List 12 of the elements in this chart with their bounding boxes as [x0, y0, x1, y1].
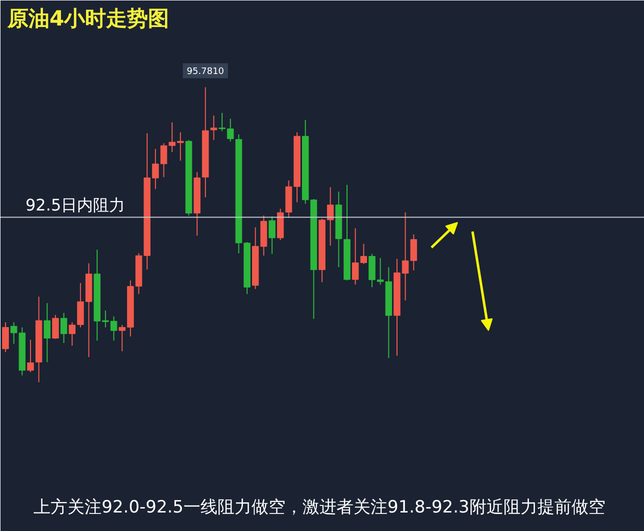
ref-line-label: 92.5日内阻力 [26, 195, 126, 214]
candlestick [44, 302, 51, 363]
chart-title: 原油4小时走势图 [6, 6, 170, 30]
candlestick [268, 216, 276, 254]
candlestick [2, 322, 9, 353]
candlestick [210, 115, 218, 141]
text: 上方关注92.0-92.5一线阻力做空，激进者关注91.8-92.3附近阻力提前做空 [34, 498, 606, 518]
candlestick [27, 339, 34, 373]
candlestick [160, 142, 168, 178]
candlestick [52, 314, 59, 340]
candlestick [60, 312, 68, 344]
annotation: 95.7810 [186, 67, 224, 78]
